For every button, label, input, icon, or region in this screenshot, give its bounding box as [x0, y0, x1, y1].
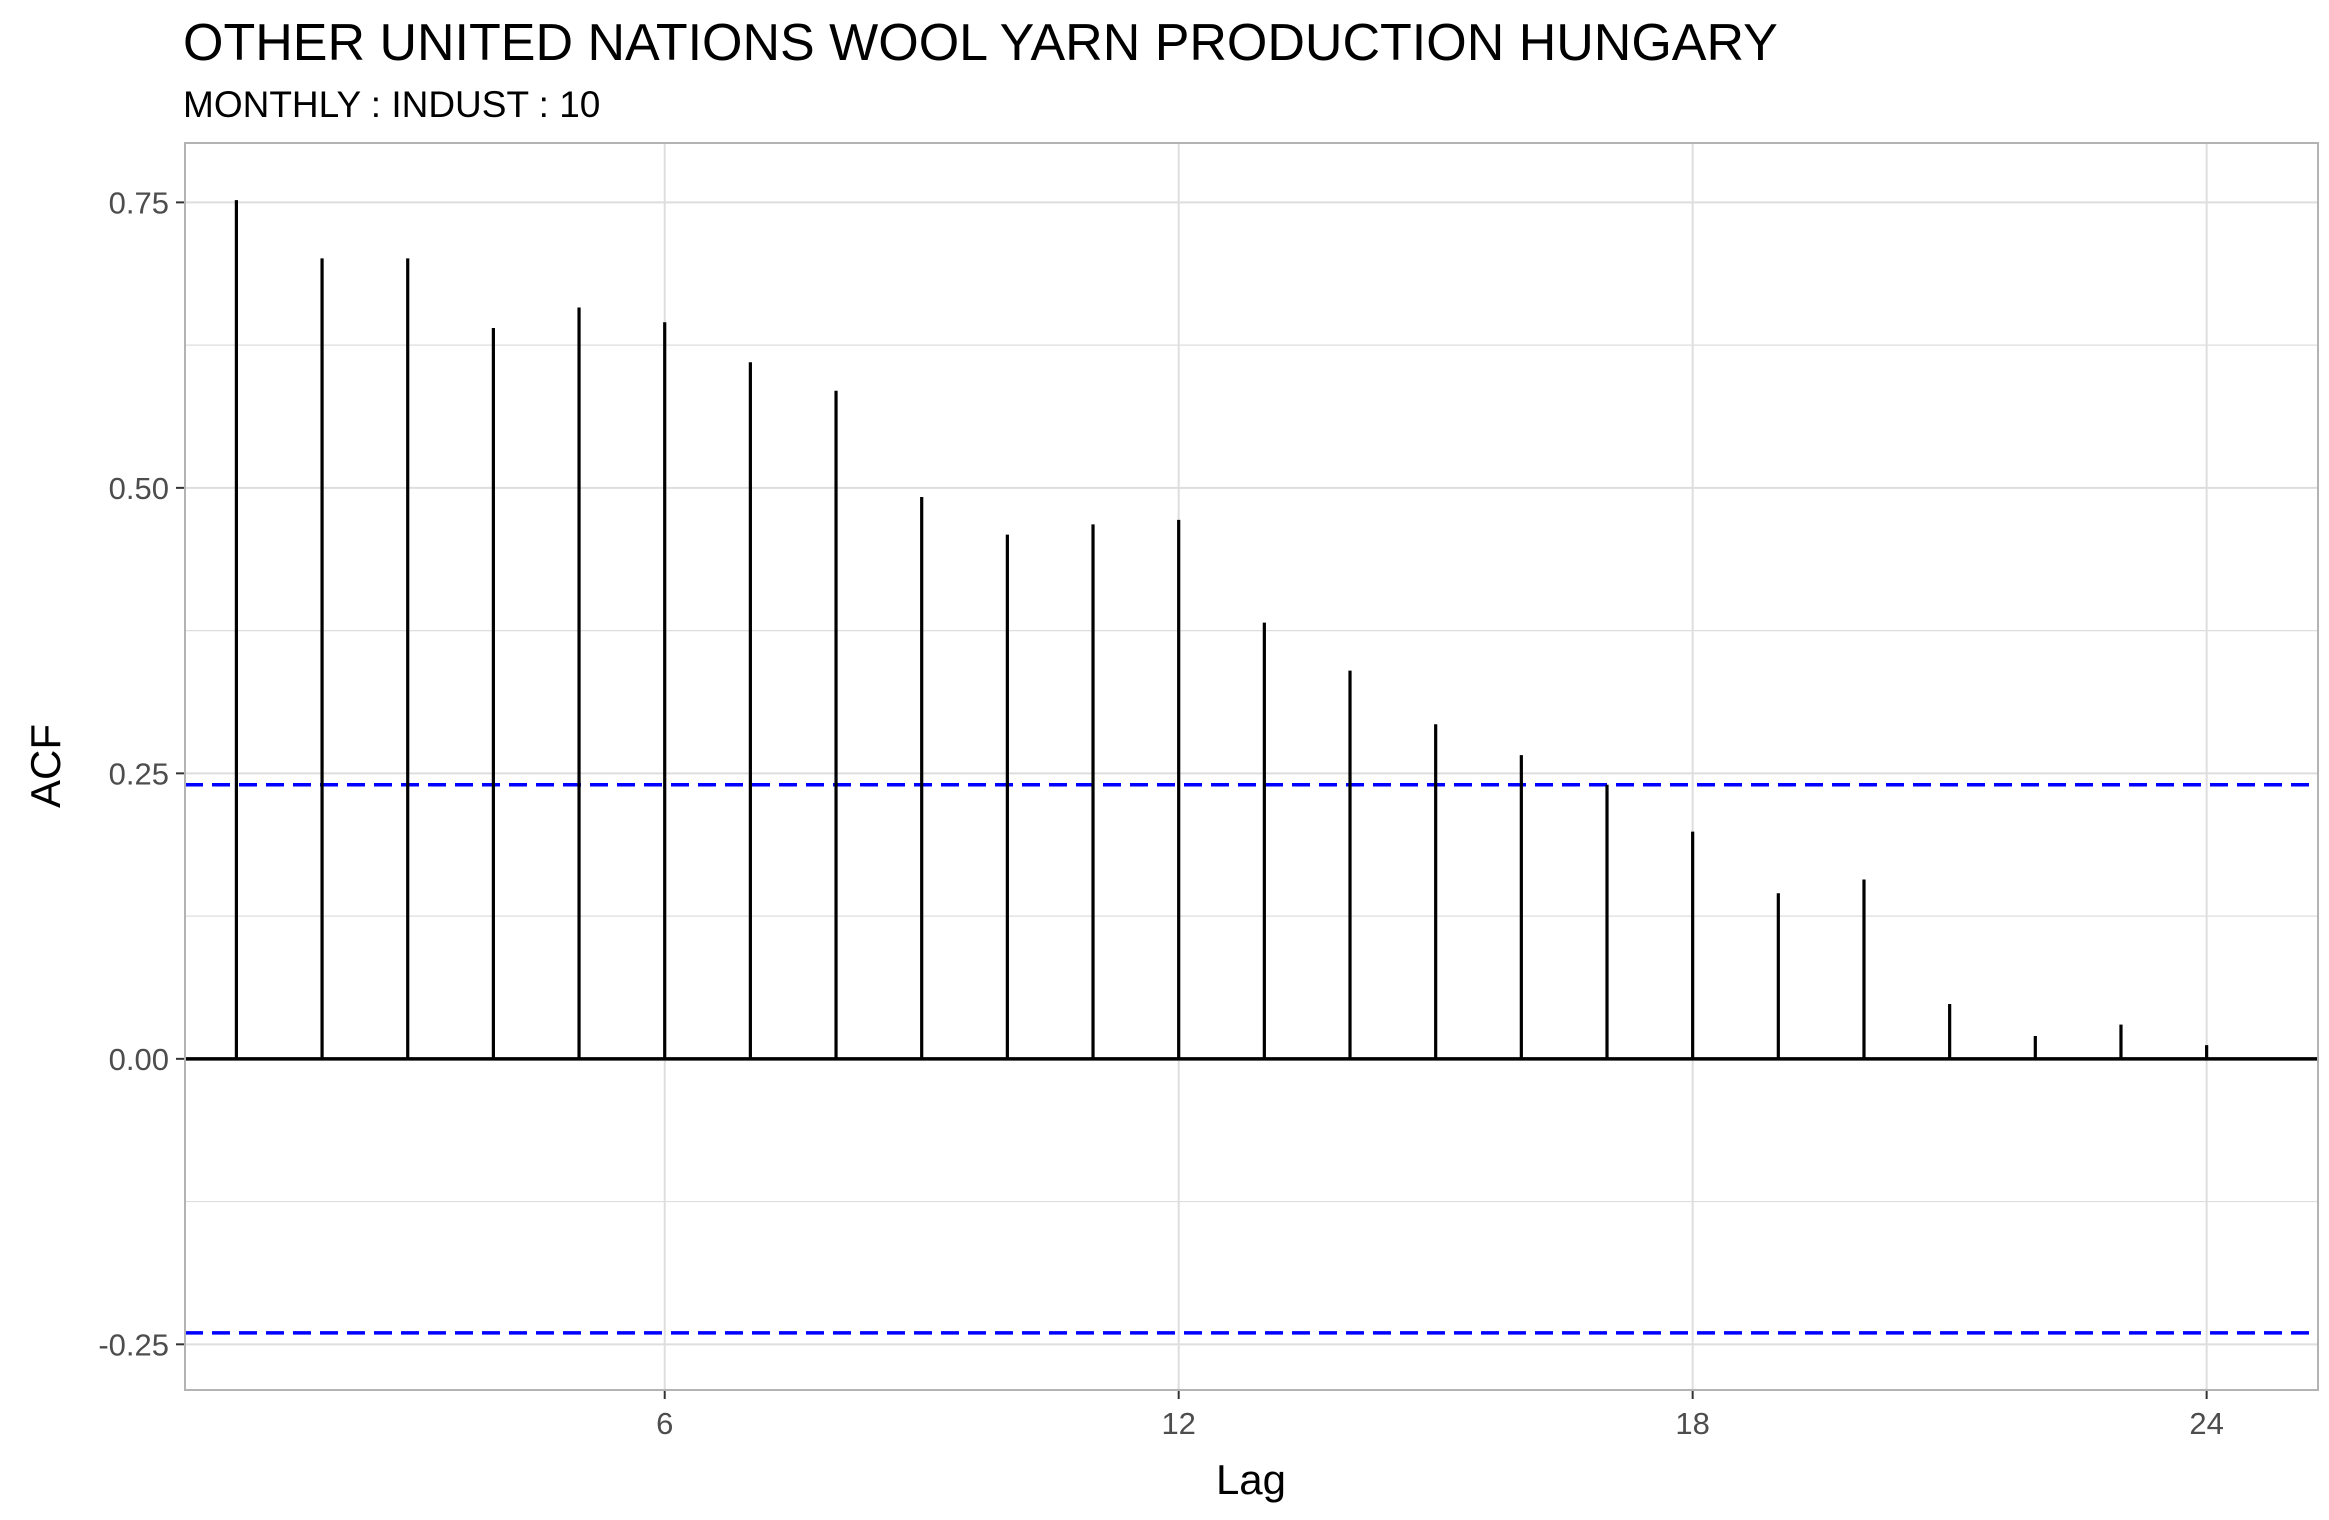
x-tick-label: 12 [1161, 1406, 1195, 1441]
axes: -0.25 0.00 0.25 0.50 0.75 6 12 18 24 [98, 185, 2224, 1441]
y-tick-label: 0.25 [109, 756, 169, 791]
y-tick-label: 0.50 [109, 471, 169, 506]
chart-subtitle: MONTHLY : INDUST : 10 [183, 84, 600, 125]
grid-lines [185, 143, 2318, 1390]
confidence-bounds [185, 783, 2318, 1335]
y-axis-title: ACF [22, 724, 69, 808]
chart-title: OTHER UNITED NATIONS WOOL YARN PRODUCTIO… [183, 14, 1778, 72]
x-tick-label: 24 [2189, 1406, 2223, 1441]
acf-bars [185, 200, 2318, 1061]
x-axis-title: Lag [1216, 1456, 1286, 1503]
panel-border [184, 142, 2319, 1391]
x-tick-label: 6 [656, 1406, 673, 1441]
y-tick-label: -0.25 [98, 1327, 169, 1362]
x-tick-label: 18 [1675, 1406, 1709, 1441]
y-tick-label: 0.75 [109, 185, 169, 220]
y-tick-label: 0.00 [109, 1042, 169, 1077]
